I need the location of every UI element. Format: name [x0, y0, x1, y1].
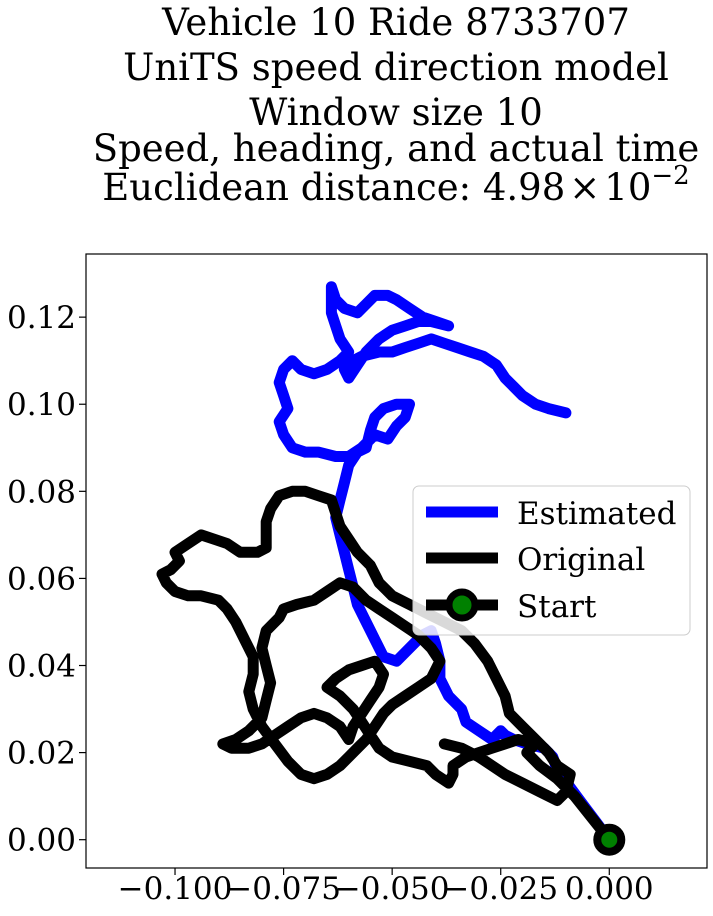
title-line-5: Euclidean distance: 4.98 × 10−2	[102, 161, 689, 209]
start-marker-layer	[593, 823, 626, 856]
series-layer	[156, 281, 615, 846]
x-tick-label: 0.000	[565, 871, 654, 907]
title-distance-times: ×	[569, 166, 600, 209]
y-tick-label: 0.10	[7, 387, 76, 423]
title-line-2: UniTS speed direction model	[123, 46, 669, 89]
y-tick-label: 0.08	[7, 474, 76, 510]
x-tick-label: −0.100	[118, 871, 233, 907]
title-distance-exponent: −2	[651, 161, 689, 191]
title-distance-prefix: Euclidean distance:	[102, 166, 483, 209]
y-tick-label: 0.12	[7, 300, 76, 336]
y-tick-label: 0.00	[7, 823, 76, 859]
x-tick-label: −0.025	[443, 871, 558, 907]
title-line-3: Window size 10	[249, 91, 543, 134]
legend-label-start: Start	[517, 589, 597, 625]
legend-swatch-start-marker	[445, 588, 479, 622]
legend-box	[412, 485, 691, 636]
x-tick-label: −0.050	[335, 871, 450, 907]
plot-frame	[85, 253, 708, 869]
chart-title: Vehicle 10 Ride 8733707 UniTS speed dire…	[93, 1, 700, 209]
y-tick-label: 0.04	[7, 649, 76, 685]
legend-label-original: Original	[517, 542, 645, 578]
title-distance-base: 10	[604, 166, 651, 209]
x-tick-label: −0.075	[226, 871, 341, 907]
title-line-4: Speed, heading, and actual time	[93, 127, 700, 170]
legend-label-estimated: Estimated	[517, 496, 676, 532]
series-line-original	[156, 485, 615, 846]
title-distance-mantissa: 4.98	[483, 166, 565, 209]
title-line-1: Vehicle 10 Ride 8733707	[161, 1, 630, 44]
y-tick-label: 0.02	[7, 736, 76, 772]
legend: Estimated Original Start	[412, 485, 691, 636]
x-axis: −0.100−0.075−0.050−0.025 0.000	[118, 868, 654, 907]
y-tick-label: 0.06	[7, 561, 76, 597]
start-marker	[593, 823, 626, 856]
y-axis: 0.00 0.02 0.04 0.06 0.08 0.10 0.12	[7, 300, 86, 859]
